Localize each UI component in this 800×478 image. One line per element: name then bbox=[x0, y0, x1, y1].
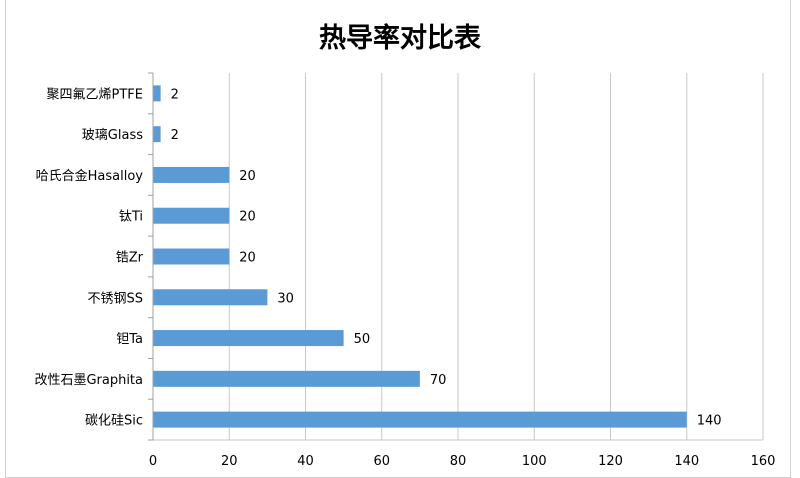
x-tick-label: 100 bbox=[522, 454, 547, 469]
category-label: 钛Ti bbox=[119, 210, 143, 225]
x-tick-label: 0 bbox=[149, 454, 157, 469]
x-tick-label: 60 bbox=[373, 454, 390, 469]
category-label: 聚四氟乙烯PTFE bbox=[47, 87, 143, 102]
bar bbox=[153, 85, 161, 102]
bar bbox=[153, 166, 230, 183]
bar bbox=[153, 411, 687, 428]
category-label: 改性石墨Graphita bbox=[34, 373, 143, 388]
data-label: 140 bbox=[697, 414, 722, 429]
x-tick-label: 160 bbox=[751, 454, 776, 469]
bar bbox=[153, 126, 161, 143]
category-label: 碳化硅Sic bbox=[85, 414, 143, 429]
category-label: 哈氏合金Hasalloy bbox=[36, 168, 144, 184]
bar bbox=[153, 248, 230, 265]
x-tick-label: 80 bbox=[450, 454, 467, 469]
data-label: 2 bbox=[171, 128, 179, 143]
data-label: 2 bbox=[171, 87, 179, 102]
bar bbox=[153, 289, 268, 306]
x-tick-label: 120 bbox=[598, 454, 623, 469]
bar bbox=[153, 370, 420, 387]
data-label: 20 bbox=[239, 251, 256, 266]
category-label: 不锈钢SS bbox=[87, 291, 143, 306]
category-label: 锆Zr bbox=[116, 251, 144, 266]
bar bbox=[153, 330, 344, 347]
x-tick-label: 40 bbox=[297, 454, 314, 469]
bar bbox=[153, 207, 230, 224]
chart-title: 热导率对比表 bbox=[319, 22, 481, 54]
data-label: 70 bbox=[430, 373, 447, 388]
category-label: 钽Ta bbox=[116, 332, 143, 347]
data-label: 50 bbox=[354, 332, 371, 347]
data-label: 30 bbox=[277, 291, 294, 306]
category-label: 玻璃Glass bbox=[82, 128, 143, 143]
x-tick-label: 140 bbox=[674, 454, 699, 469]
data-label: 20 bbox=[239, 210, 256, 225]
data-label: 20 bbox=[239, 169, 256, 184]
x-tick-label: 20 bbox=[221, 454, 238, 469]
